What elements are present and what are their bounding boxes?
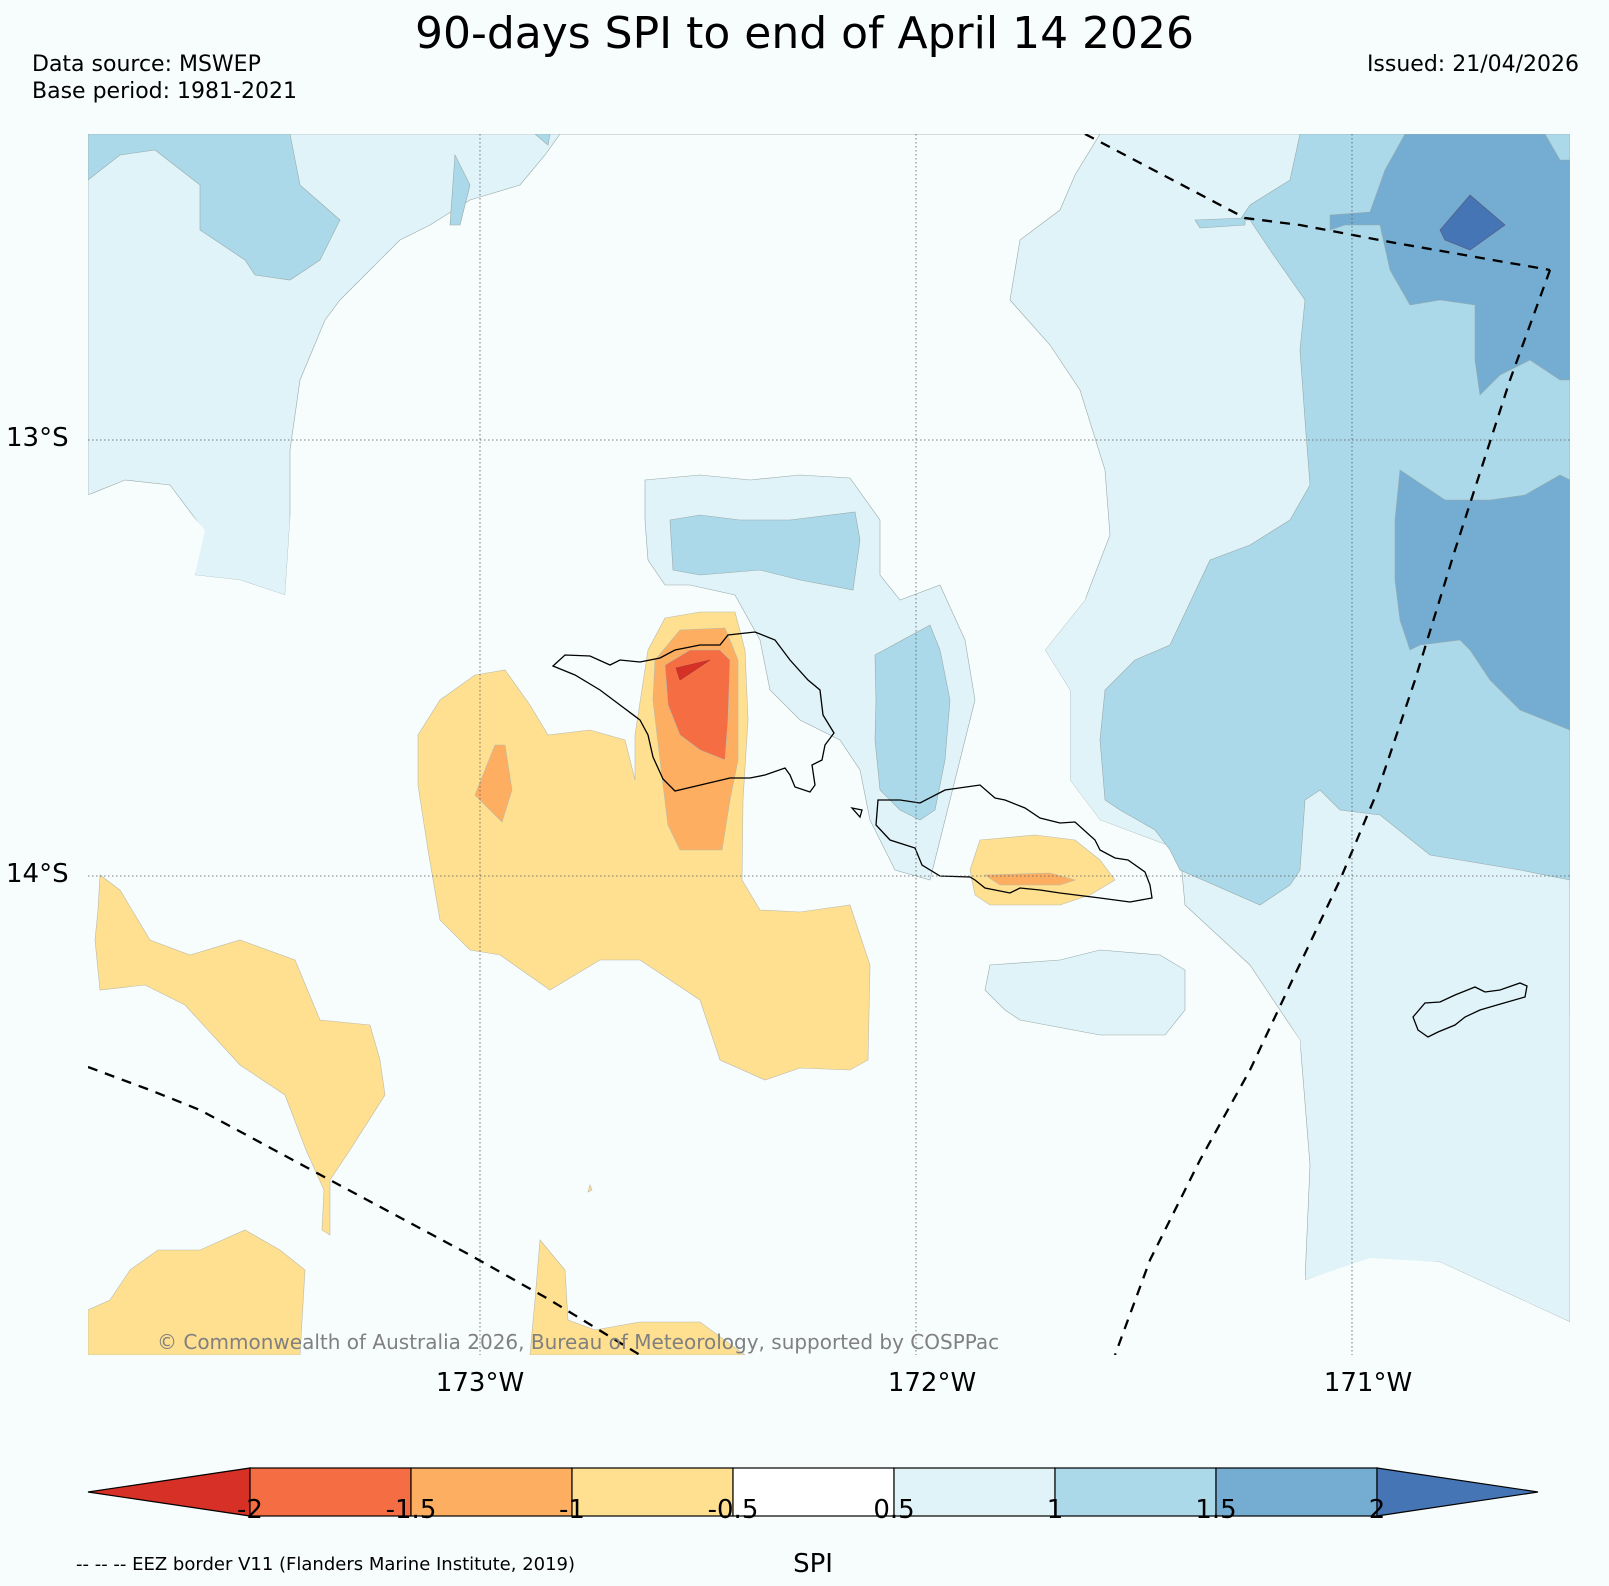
colorbar-tick: -0.5	[707, 1495, 759, 1525]
colorbar-tick: 1.5	[1195, 1495, 1237, 1525]
colorbar-swatch-6	[1054, 1467, 1217, 1517]
data-source: Data source: MSWEP	[32, 52, 261, 77]
base-period: Base period: 1981-2021	[32, 79, 297, 104]
colorbar-tick: -2	[237, 1495, 263, 1525]
colorbar-swatch-5	[893, 1467, 1056, 1517]
meta-left: Data source: MSWEP Base period: 1981-202…	[32, 51, 297, 105]
colorbar-swatch-2	[410, 1467, 573, 1517]
lat-label-13S: 13°S	[6, 423, 69, 453]
issued-date: Issued: 21/04/2026	[1366, 52, 1579, 77]
colorbar-extend-high	[1376, 1467, 1539, 1517]
map-panel	[88, 134, 1570, 1355]
colorbar-swatch-7	[1215, 1467, 1378, 1517]
map-title: 90-days SPI to end of April 14 2026	[414, 8, 1195, 59]
lon-label-173W: 173°W	[435, 1368, 525, 1398]
colorbar-swatch-3	[571, 1467, 734, 1517]
tutuila-coastline	[1412, 982, 1528, 1038]
colorbar-tick: -1.5	[385, 1495, 437, 1525]
eez-legend-note: -- -- -- EEZ border V11 (Flanders Marine…	[76, 1554, 576, 1575]
colorbar-tick: -1	[559, 1495, 585, 1525]
colorbar-tick: 2	[1368, 1495, 1386, 1525]
island-coastlines	[551, 631, 1528, 1038]
spi-class-gt-2	[1439, 194, 1506, 251]
copyright-notice: © Commonwealth of Australia 2026, Bureau…	[157, 1330, 1000, 1354]
colorbar-tick: 0.5	[873, 1495, 915, 1525]
colorbar-label: SPI	[793, 1549, 833, 1579]
eez-border-east	[1113, 269, 1552, 1355]
colorbar-tick: 1	[1046, 1495, 1064, 1525]
spi-class-lt-minus2	[675, 659, 711, 681]
spi-class-minus1-minus0.5	[88, 611, 1116, 1355]
spi-class-1.5-2	[1329, 134, 1570, 731]
colorbar-swatch-1	[249, 1467, 412, 1517]
lat-label-14S: 14°S	[6, 859, 69, 889]
lon-label-171W: 171°W	[1323, 1368, 1413, 1398]
colorbar	[87, 1467, 1539, 1517]
graticule	[88, 134, 1570, 1355]
colorbar-swatch-4	[732, 1467, 895, 1517]
lon-label-172W: 172°W	[887, 1368, 977, 1398]
upolu-coastline	[875, 784, 1153, 903]
eez-borders	[88, 134, 1552, 1355]
savaii-coastline	[551, 631, 835, 793]
eez-border-north	[1084, 134, 1551, 272]
colorbar-extend-low	[87, 1467, 251, 1517]
spi-class-1-1.5	[88, 134, 1570, 1015]
islet-coastline	[850, 806, 863, 819]
